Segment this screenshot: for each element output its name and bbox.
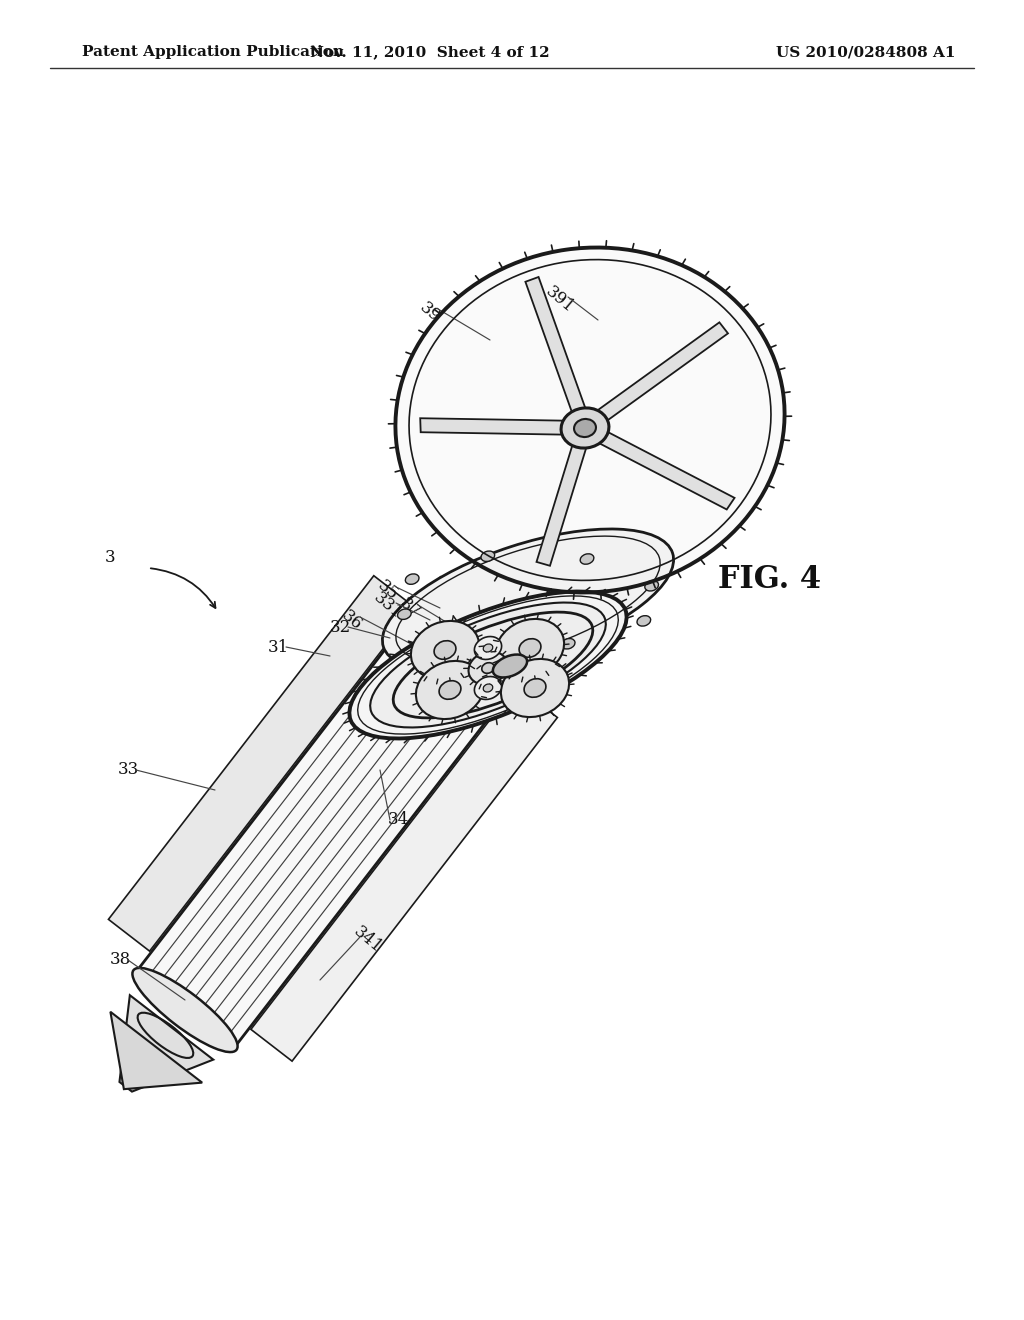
Ellipse shape	[474, 636, 502, 660]
Text: 36: 36	[339, 607, 366, 634]
Text: 32: 32	[330, 619, 350, 635]
Ellipse shape	[496, 619, 564, 677]
Ellipse shape	[371, 602, 606, 727]
Ellipse shape	[462, 636, 476, 647]
Polygon shape	[537, 426, 592, 566]
Text: 342: 342	[526, 631, 558, 648]
Polygon shape	[251, 685, 557, 1061]
Text: 331: 331	[371, 589, 406, 623]
Polygon shape	[111, 1011, 202, 1089]
Text: 3: 3	[104, 549, 116, 566]
Text: 37: 37	[396, 594, 424, 622]
Ellipse shape	[561, 639, 575, 649]
Ellipse shape	[501, 659, 569, 717]
Ellipse shape	[395, 248, 784, 593]
Ellipse shape	[483, 684, 493, 692]
Text: 341: 341	[350, 923, 386, 957]
Text: 39: 39	[417, 298, 443, 325]
Ellipse shape	[481, 550, 495, 561]
Polygon shape	[109, 576, 415, 952]
Ellipse shape	[561, 408, 609, 447]
Text: FIG. 4: FIG. 4	[719, 565, 821, 595]
Ellipse shape	[574, 418, 596, 437]
Text: 38: 38	[110, 952, 131, 969]
Ellipse shape	[416, 661, 484, 719]
Ellipse shape	[132, 968, 238, 1052]
Ellipse shape	[519, 639, 541, 657]
Text: 34: 34	[387, 812, 409, 829]
Ellipse shape	[349, 591, 627, 738]
Polygon shape	[120, 995, 213, 1092]
Ellipse shape	[581, 554, 594, 564]
Text: Nov. 11, 2010  Sheet 4 of 12: Nov. 11, 2010 Sheet 4 of 12	[310, 45, 550, 59]
Polygon shape	[420, 418, 586, 436]
Polygon shape	[136, 577, 539, 1048]
Text: 313: 313	[524, 652, 556, 668]
Ellipse shape	[645, 581, 658, 591]
Polygon shape	[581, 422, 734, 510]
Text: US 2010/0284808 A1: US 2010/0284808 A1	[775, 45, 955, 59]
Text: 31: 31	[267, 639, 289, 656]
Ellipse shape	[382, 529, 674, 671]
Text: 35: 35	[375, 577, 401, 603]
Ellipse shape	[406, 574, 419, 585]
Ellipse shape	[434, 640, 456, 659]
Ellipse shape	[439, 681, 461, 700]
Ellipse shape	[411, 620, 479, 678]
Text: Patent Application Publication: Patent Application Publication	[82, 45, 344, 59]
Ellipse shape	[474, 677, 502, 700]
Ellipse shape	[469, 651, 508, 685]
Ellipse shape	[524, 678, 546, 697]
Ellipse shape	[481, 663, 495, 673]
Ellipse shape	[483, 644, 493, 652]
Ellipse shape	[493, 655, 527, 677]
Ellipse shape	[397, 609, 412, 619]
Polygon shape	[525, 277, 592, 430]
Polygon shape	[581, 322, 728, 433]
Text: 33: 33	[118, 762, 138, 779]
Ellipse shape	[637, 615, 650, 626]
Text: 391: 391	[543, 284, 578, 317]
